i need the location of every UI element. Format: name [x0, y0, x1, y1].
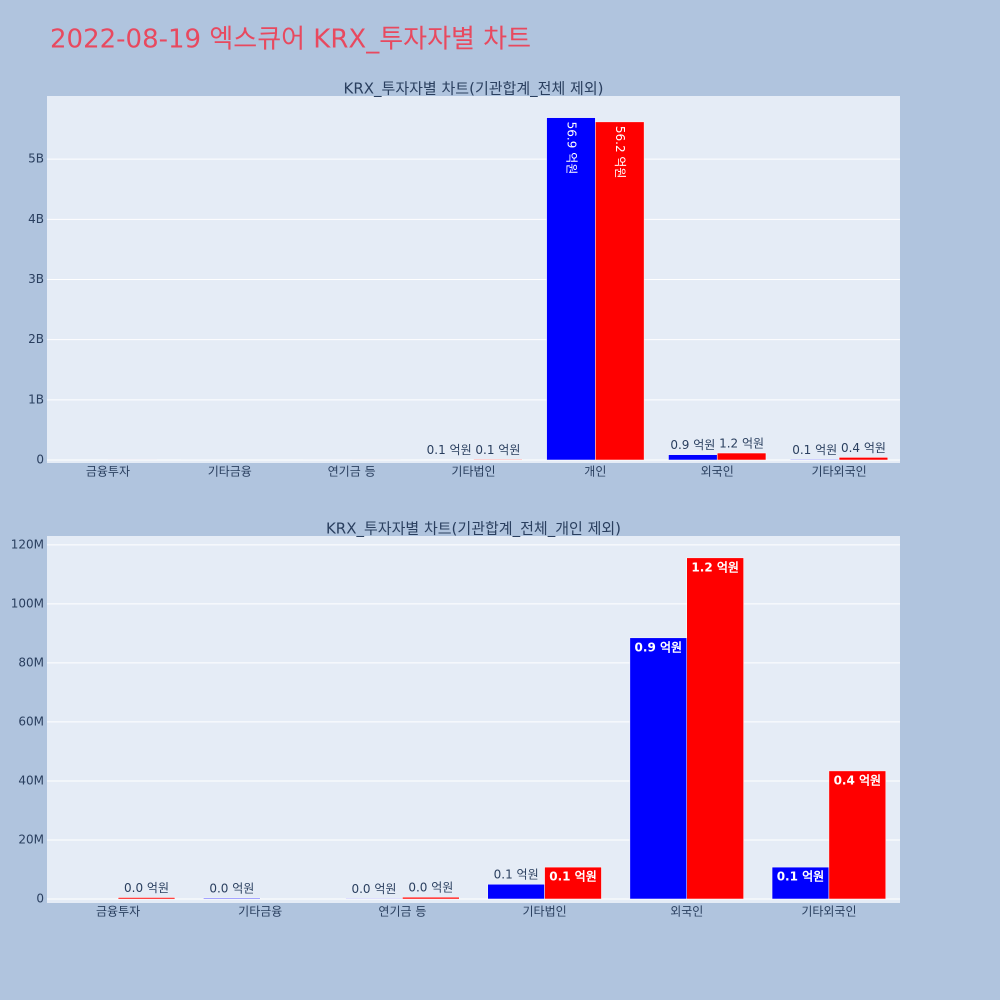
- value-label: 0.1 억원: [494, 868, 539, 882]
- value-label: 0.1 억원: [792, 443, 837, 457]
- bar: [771, 866, 830, 900]
- x-tick-label: 기타외국인: [801, 905, 856, 919]
- bar: [345, 898, 403, 900]
- value-label: 1.2 억원: [719, 437, 764, 451]
- value-label: 0.1 억원: [777, 870, 825, 884]
- value-label: 1.2 억원: [691, 560, 739, 574]
- chart-title: KRX_투자자별 차트(기관합계_전체 제외): [344, 80, 604, 99]
- y-tick-label: 20M: [18, 832, 44, 846]
- x-tick-label: 기타금융: [238, 905, 282, 919]
- bar: [402, 896, 460, 900]
- x-tick-label: 금융투자: [86, 465, 130, 479]
- value-label: 0.4 억원: [841, 441, 886, 455]
- y-tick-label: 5B: [28, 152, 44, 166]
- x-tick-label: 연기금 등: [378, 905, 426, 919]
- chart-title: KRX_투자자별 차트(기관합계_전체_개인 제외): [326, 520, 621, 539]
- value-label: 0.0 억원: [209, 882, 254, 896]
- bar: [203, 897, 261, 900]
- y-tick-label: 0: [36, 452, 44, 466]
- x-tick-label: 기타법인: [451, 465, 495, 479]
- page-title: 2022-08-19 엑스큐어 KRX_투자자별 차트: [50, 25, 531, 55]
- bar: [668, 454, 718, 461]
- value-label: 0.9 억원: [670, 438, 715, 452]
- y-tick-label: 4B: [28, 212, 44, 226]
- value-label: 0.0 억원: [124, 881, 169, 895]
- y-tick-label: 2B: [28, 332, 44, 346]
- x-tick-label: 기타법인: [522, 905, 566, 919]
- x-tick-label: 금융투자: [96, 905, 140, 919]
- plot-area: [47, 536, 900, 903]
- y-tick-label: 40M: [18, 773, 44, 787]
- x-tick-label: 연기금 등: [328, 465, 376, 479]
- value-label: 56.9 억원: [564, 122, 578, 175]
- bar: [487, 883, 545, 900]
- bar: [838, 457, 889, 461]
- y-tick-label: 1B: [28, 392, 44, 406]
- value-label: 0.1 억원: [427, 443, 472, 457]
- x-tick-label: 기타금융: [208, 465, 252, 479]
- value-label: 0.4 억원: [834, 773, 882, 787]
- x-tick-label: 외국인: [670, 905, 703, 919]
- bar: [828, 770, 887, 900]
- value-label: 0.0 억원: [408, 881, 453, 895]
- bar: [790, 459, 840, 461]
- y-tick-label: 100M: [11, 596, 44, 610]
- x-tick-label: 외국인: [701, 465, 734, 479]
- bar: [686, 557, 744, 900]
- x-tick-label: 기타외국인: [811, 465, 866, 479]
- value-label: 0.1 억원: [475, 443, 520, 457]
- bar: [544, 866, 602, 900]
- bar: [595, 121, 645, 461]
- bar: [716, 452, 767, 461]
- value-label: 0.9 억원: [635, 640, 683, 654]
- value-label: 0.0 억원: [351, 882, 396, 896]
- y-tick-label: 120M: [11, 537, 44, 551]
- y-tick-label: 60M: [18, 714, 44, 728]
- bar: [473, 459, 523, 461]
- bar: [629, 637, 688, 900]
- y-tick-label: 0: [36, 891, 44, 905]
- value-label: 0.1 억원: [549, 870, 597, 884]
- x-tick-label: 개인: [584, 465, 606, 479]
- value-label: 56.2 억원: [613, 126, 627, 179]
- y-tick-label: 3B: [28, 272, 44, 286]
- y-tick-label: 80M: [18, 655, 44, 669]
- bar: [117, 897, 176, 900]
